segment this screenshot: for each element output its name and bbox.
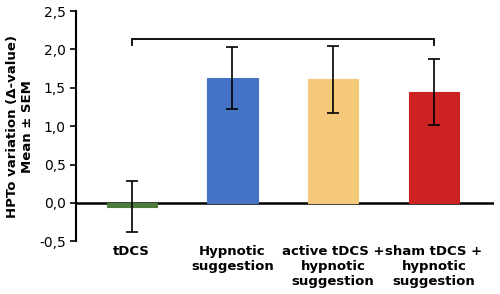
Bar: [308, 79, 358, 203]
Y-axis label: HPTo variation (Δ-value)
Mean ± SEM: HPTo variation (Δ-value) Mean ± SEM: [6, 35, 34, 218]
Bar: [409, 92, 459, 203]
Bar: [106, 203, 157, 207]
Bar: [208, 78, 258, 203]
